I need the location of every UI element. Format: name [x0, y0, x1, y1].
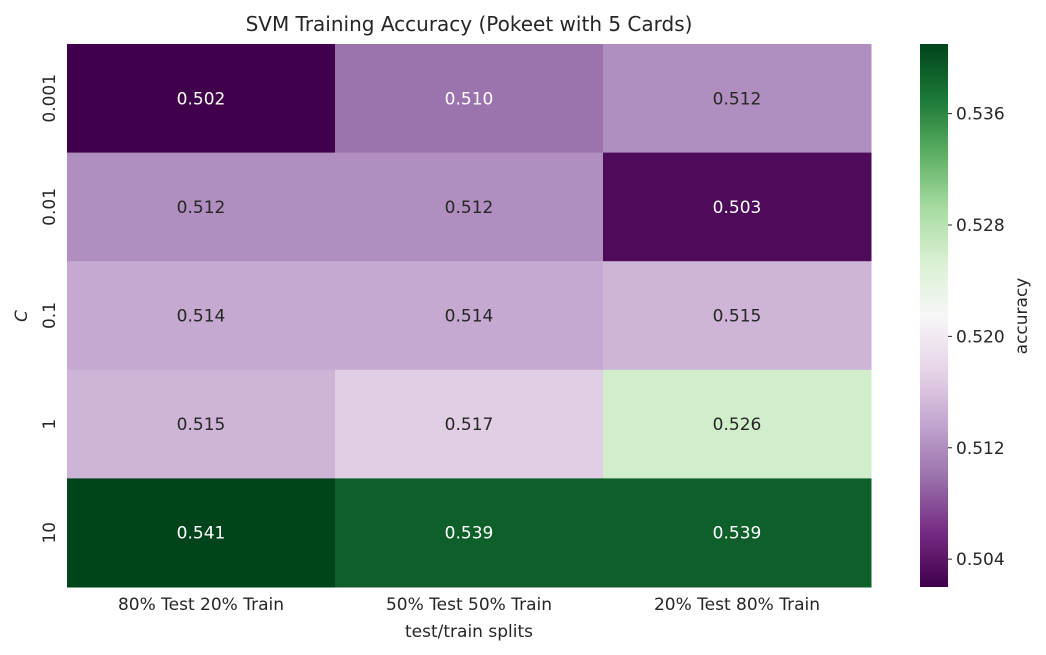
y-tick-labels: 0.001 0.01 0.1 1 10 [40, 74, 60, 544]
chart-title: SVM Training Accuracy (Pokeet with 5 Car… [246, 12, 693, 36]
heatmap-cells: 0.502 0.510 0.512 0.512 0.512 0.503 0.514 0.514… [67, 44, 872, 588]
colorbar-tick-label: 0.504 [956, 550, 1005, 570]
heatmap-cell [67, 369, 336, 479]
heatmap-cell [67, 44, 336, 154]
cell-value-label: 0.539 [445, 524, 494, 544]
colorbar-tick-label: 0.520 [956, 327, 1005, 347]
heatmap-cell [603, 369, 872, 479]
cell-value-label: 0.512 [177, 198, 226, 218]
y-tick-label: 0.01 [40, 188, 60, 226]
colorbar-tick-label: 0.528 [956, 216, 1005, 236]
colorbar-tick-label: 0.536 [956, 105, 1005, 125]
cell-value-label: 0.541 [177, 524, 226, 544]
colorbar [920, 44, 948, 587]
colorbar-ticks: 0.504 0.512 0.520 0.528 0.536 [948, 105, 1005, 570]
x-axis-label: test/train splits [405, 622, 533, 642]
cell-value-label: 0.517 [445, 415, 494, 435]
cell-value-label: 0.512 [445, 198, 494, 218]
y-axis-label: C [12, 310, 32, 322]
cell-value-label: 0.514 [177, 307, 226, 327]
y-tick-label: 1 [40, 419, 60, 430]
x-tick-label: 50% Test 50% Train [386, 595, 552, 615]
cell-value-label: 0.502 [177, 89, 226, 109]
heatmap-cell [335, 261, 604, 371]
heatmap-cell [67, 152, 336, 262]
cell-value-label: 0.510 [445, 89, 494, 109]
heatmap-cell [603, 478, 872, 588]
y-tick-label: 0.001 [40, 74, 60, 123]
heatmap-cell [335, 44, 604, 154]
heatmap-cell [335, 369, 604, 479]
heatmap-cell [67, 261, 336, 371]
cell-value-label: 0.539 [713, 524, 762, 544]
cell-value-label: 0.515 [713, 307, 762, 327]
x-tick-labels: 80% Test 20% Train 50% Test 50% Train 20% … [118, 595, 820, 615]
x-tick-label: 20% Test 80% Train [654, 595, 820, 615]
heatmap-cell [67, 478, 336, 588]
heatmap-cell [603, 152, 872, 262]
heatmap-cell [335, 152, 604, 262]
y-tick-label: 10 [40, 522, 60, 544]
heatmap-cell [603, 261, 872, 371]
colorbar-label: accuracy [1012, 278, 1032, 355]
heatmap-cell [603, 44, 872, 154]
cell-value-label: 0.503 [713, 198, 762, 218]
cell-value-label: 0.512 [713, 89, 762, 109]
heatmap-cell [335, 478, 604, 588]
cell-value-label: 0.526 [713, 415, 762, 435]
cell-value-label: 0.515 [177, 415, 226, 435]
colorbar-tick-label: 0.512 [956, 439, 1005, 459]
y-tick-label: 0.1 [40, 302, 60, 329]
cell-value-label: 0.514 [445, 307, 494, 327]
x-tick-label: 80% Test 20% Train [118, 595, 284, 615]
